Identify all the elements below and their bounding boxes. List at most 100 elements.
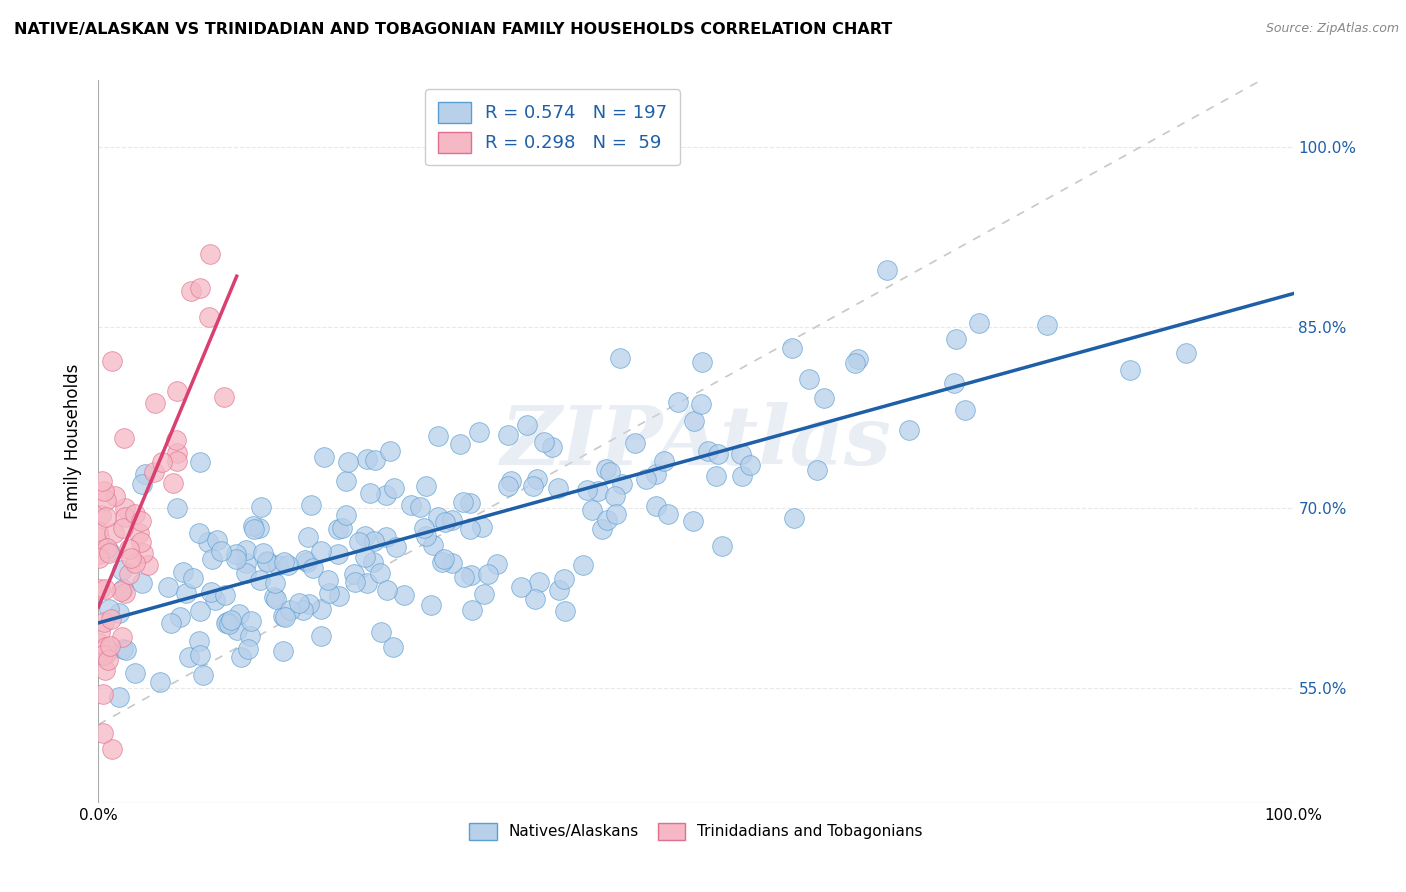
- Point: [160, 615, 183, 630]
- Point: [201, 552, 224, 566]
- Point: [132, 546, 155, 560]
- Point: [496, 428, 519, 442]
- Point: [247, 520, 270, 534]
- Point: [212, 390, 235, 404]
- Point: [356, 451, 378, 466]
- Point: [347, 534, 370, 549]
- Point: [150, 455, 173, 469]
- Point: [328, 589, 350, 603]
- Point: [575, 483, 598, 498]
- Point: [581, 503, 603, 517]
- Point: [101, 741, 124, 756]
- Point: [364, 452, 387, 467]
- Point: [273, 555, 295, 569]
- Point: [599, 466, 621, 480]
- Point: [235, 566, 257, 581]
- Point: [740, 458, 762, 472]
- Point: [316, 574, 339, 588]
- Point: [328, 522, 350, 536]
- Point: [471, 520, 494, 534]
- Point: [193, 668, 215, 682]
- Point: [415, 529, 437, 543]
- Point: [297, 530, 319, 544]
- Point: [166, 454, 188, 468]
- Point: [967, 316, 990, 330]
- Point: [330, 521, 353, 535]
- Point: [385, 541, 408, 555]
- Point: [806, 463, 828, 477]
- Point: [157, 580, 180, 594]
- Point: [422, 538, 444, 552]
- Point: [188, 281, 211, 295]
- Point: [697, 444, 720, 458]
- Point: [235, 556, 257, 570]
- Point: [356, 576, 378, 591]
- Point: [955, 403, 977, 417]
- Point: [263, 575, 285, 590]
- Point: [415, 479, 437, 493]
- Point: [657, 507, 679, 521]
- Point: [682, 414, 704, 428]
- Point: [249, 500, 271, 514]
- Point: [225, 548, 247, 562]
- Point: [98, 601, 121, 615]
- Point: [277, 558, 299, 573]
- Point: [166, 384, 188, 398]
- Point: [363, 534, 385, 549]
- Point: [509, 580, 531, 594]
- Point: [166, 500, 188, 515]
- Point: [433, 551, 456, 566]
- Point: [242, 522, 264, 536]
- Point: [704, 469, 727, 483]
- Point: [218, 617, 240, 632]
- Point: [359, 486, 381, 500]
- Point: [96, 640, 118, 654]
- Point: [527, 574, 550, 589]
- Point: [711, 539, 734, 553]
- Point: [624, 435, 647, 450]
- Point: [188, 526, 211, 541]
- Point: [143, 465, 166, 479]
- Point: [98, 545, 121, 559]
- Point: [209, 543, 232, 558]
- Point: [1175, 346, 1198, 360]
- Point: [309, 602, 332, 616]
- Point: [112, 431, 135, 445]
- Point: [420, 599, 443, 613]
- Point: [215, 615, 238, 630]
- Point: [174, 586, 197, 600]
- Point: [897, 423, 920, 437]
- Point: [375, 488, 398, 502]
- Point: [690, 355, 713, 369]
- Point: [198, 247, 221, 261]
- Point: [198, 310, 221, 324]
- Point: [381, 640, 404, 654]
- Point: [111, 563, 134, 577]
- Point: [111, 631, 134, 645]
- Point: [652, 454, 675, 468]
- Point: [354, 529, 377, 543]
- Point: [112, 641, 135, 656]
- Point: [94, 510, 117, 524]
- Point: [124, 556, 146, 570]
- Point: [101, 354, 124, 368]
- Point: [197, 534, 219, 549]
- Point: [588, 483, 610, 498]
- Point: [89, 582, 111, 596]
- Point: [242, 519, 264, 533]
- Point: [263, 590, 285, 604]
- Point: [644, 467, 666, 482]
- Point: [328, 547, 350, 561]
- Point: [172, 566, 194, 580]
- Point: [149, 675, 172, 690]
- Point: [108, 690, 131, 704]
- Point: [451, 495, 474, 509]
- Point: [312, 450, 335, 465]
- Point: [100, 612, 122, 626]
- Point: [118, 542, 141, 557]
- Point: [273, 610, 295, 624]
- Point: [426, 428, 449, 442]
- Point: [89, 624, 111, 639]
- Point: [609, 351, 631, 365]
- Y-axis label: Family Households: Family Households: [65, 364, 83, 519]
